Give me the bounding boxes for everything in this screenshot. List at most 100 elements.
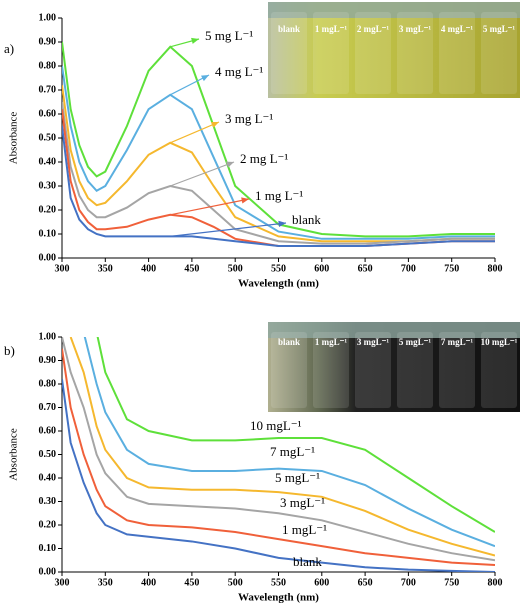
- inset-top: [268, 2, 520, 18]
- x-axis-title: Wavelength (nm): [238, 278, 319, 290]
- y-tick-label: 0.00: [39, 252, 57, 263]
- x-tick-label: 450: [184, 263, 199, 274]
- y-tick-label: 0.60: [39, 108, 57, 119]
- x-tick-label: 700: [401, 263, 416, 274]
- inset-label: 4 mgL⁻¹: [441, 24, 474, 34]
- series-line: [62, 337, 495, 562]
- series-label: 7 mgL⁻¹: [270, 444, 315, 459]
- x-axis-title: Wavelength (nm): [238, 592, 319, 604]
- series-line: [62, 125, 495, 247]
- series-label: blank: [292, 212, 321, 227]
- series-label: 5 mgL⁻¹: [275, 470, 320, 485]
- panel-label: a): [4, 41, 14, 56]
- series-label: 5 mg L⁻¹: [205, 28, 253, 43]
- inset-label: blank: [278, 337, 300, 347]
- annotation-arrow: [170, 121, 220, 144]
- vial: [271, 12, 307, 94]
- arrow-head: [226, 161, 234, 168]
- x-tick-label: 450: [184, 577, 199, 588]
- x-tick-label: 500: [228, 577, 243, 588]
- series-line: [62, 379, 495, 572]
- arrow-head: [241, 197, 249, 204]
- x-tick-label: 700: [401, 577, 416, 588]
- plot-area: [62, 41, 495, 247]
- plot-area: [62, 337, 495, 572]
- x-tick-label: 400: [141, 263, 156, 274]
- y-axis-title: Absorbance: [8, 428, 20, 481]
- y-tick-label: 0.30: [39, 496, 57, 507]
- series-label: 3 mgL⁻¹: [280, 495, 325, 510]
- y-tick-label: 0.60: [39, 425, 57, 436]
- series-line: [96, 337, 495, 533]
- y-tick-label: 0.50: [39, 449, 57, 460]
- y-tick-label: 0.80: [39, 378, 57, 389]
- y-tick-label: 0.40: [39, 156, 57, 167]
- series-line: [62, 85, 495, 243]
- inset-label: 5 mgL⁻¹: [399, 337, 432, 347]
- annotation-arrow: [170, 198, 250, 216]
- vial: [481, 12, 517, 94]
- series-line: [83, 337, 495, 548]
- x-tick-label: 600: [314, 577, 329, 588]
- x-tick-label: 650: [358, 263, 373, 274]
- arrow-head: [191, 37, 199, 44]
- x-tick-label: 350: [98, 577, 113, 588]
- vial: [313, 332, 349, 408]
- y-tick-label: 0.40: [39, 472, 57, 483]
- vial: [355, 332, 391, 408]
- y-tick-label: 0.10: [39, 543, 57, 554]
- x-tick-label: 350: [98, 263, 113, 274]
- inset-label: 7 mgL⁻¹: [441, 337, 474, 347]
- y-tick-label: 0.50: [39, 132, 57, 143]
- series-label: 10 mgL⁻¹: [250, 418, 302, 433]
- vial: [355, 12, 391, 94]
- x-tick-label: 800: [488, 577, 503, 588]
- vial: [271, 332, 307, 408]
- x-tick-label: 300: [55, 263, 70, 274]
- inset-label: 1 mgL⁻¹: [315, 337, 348, 347]
- series-line: [62, 101, 495, 245]
- y-tick-label: 0.90: [39, 355, 57, 366]
- series-label: 1 mg L⁻¹: [255, 188, 303, 203]
- y-tick-label: 0.70: [39, 402, 57, 413]
- x-tick-label: 400: [141, 577, 156, 588]
- y-tick-label: 0.20: [39, 519, 57, 530]
- y-tick-label: 0.20: [39, 204, 57, 215]
- inset-label: 3 mgL⁻¹: [399, 24, 432, 34]
- arrow-head: [278, 220, 286, 227]
- series-line: [62, 348, 495, 566]
- vial: [439, 332, 475, 408]
- inset-label: 5 mgL⁻¹: [483, 24, 516, 34]
- inset-label: blank: [278, 24, 300, 34]
- x-tick-label: 750: [444, 577, 459, 588]
- x-tick-label: 750: [444, 263, 459, 274]
- series-label: blank: [293, 554, 322, 569]
- arrow-head: [201, 75, 209, 82]
- inset-label: 2 mgL⁻¹: [357, 24, 390, 34]
- vial: [481, 332, 517, 408]
- vial: [397, 12, 433, 94]
- series-label: 4 mg L⁻¹: [215, 64, 263, 79]
- x-tick-label: 550: [271, 577, 286, 588]
- annotation-arrow: [170, 222, 287, 237]
- x-tick-label: 800: [488, 263, 503, 274]
- vial: [397, 332, 433, 408]
- y-tick-label: 0.00: [39, 566, 57, 577]
- series-label: 2 mg L⁻¹: [240, 151, 288, 166]
- inset-top: [268, 322, 520, 338]
- annotation-arrow: [170, 161, 235, 187]
- series-line: [69, 337, 495, 557]
- x-tick-label: 550: [271, 263, 286, 274]
- y-tick-label: 0.70: [39, 84, 57, 95]
- y-axis-title: Absorbance: [8, 112, 20, 165]
- x-tick-label: 600: [314, 263, 329, 274]
- vial: [439, 12, 475, 94]
- series-line: [62, 65, 495, 240]
- series-label: 3 mg L⁻¹: [225, 111, 273, 126]
- inset-label: 1 mgL⁻¹: [315, 24, 348, 34]
- y-tick-label: 0.30: [39, 180, 57, 191]
- y-tick-label: 1.00: [39, 331, 57, 342]
- vial: [313, 12, 349, 94]
- y-tick-label: 0.80: [39, 60, 57, 71]
